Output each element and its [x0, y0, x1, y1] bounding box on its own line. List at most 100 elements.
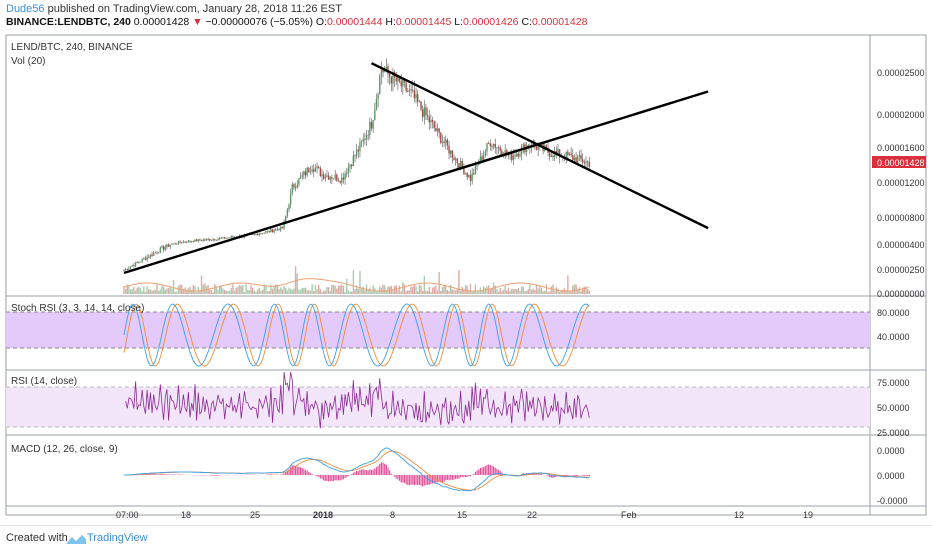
volume-bar — [382, 285, 383, 294]
volume-bar — [145, 292, 146, 294]
candle — [389, 74, 390, 77]
macd-hist-bar — [307, 471, 308, 475]
macd-hist-bar — [148, 474, 149, 475]
candle — [333, 179, 334, 180]
volume-bar — [170, 286, 171, 294]
volume-bar — [328, 287, 329, 294]
candle — [323, 174, 324, 178]
candle — [589, 162, 590, 167]
macd-hist-bar — [295, 466, 296, 475]
candle — [191, 241, 192, 242]
volume-bar — [425, 290, 426, 294]
volume-bar — [440, 291, 441, 294]
macd-hist-bar — [310, 473, 311, 475]
volume-bar — [580, 291, 581, 294]
macd-hist-bar — [371, 470, 372, 475]
candle — [262, 233, 263, 234]
volume-bar — [475, 284, 476, 294]
volume-bar — [448, 291, 449, 294]
macd-hist-bar — [468, 475, 469, 476]
macd-hist-bar — [282, 474, 283, 475]
time-tick: 25 — [250, 510, 260, 520]
candle — [369, 122, 370, 135]
volume-bar — [415, 286, 416, 294]
volume-bar — [244, 292, 245, 294]
candle — [264, 233, 265, 234]
candle — [585, 161, 586, 163]
candle — [146, 257, 147, 260]
volume-bar — [485, 288, 486, 294]
candle — [302, 175, 303, 177]
volume-bar — [135, 291, 136, 294]
macd-hist-bar — [539, 474, 540, 475]
volume-bar — [504, 286, 505, 294]
macd-hist-bar — [399, 475, 400, 481]
macd-hist-bar — [163, 474, 164, 475]
macd-hist-bar — [445, 475, 446, 480]
volume-bar — [409, 290, 410, 294]
volume-bar — [559, 292, 560, 294]
volume-bar — [320, 289, 321, 294]
volume-bar — [239, 285, 240, 294]
candle — [160, 247, 161, 252]
volume-bar — [300, 289, 301, 294]
tradingview-link[interactable]: TradingView — [87, 532, 148, 544]
macd-hist-bar — [500, 471, 501, 475]
macd-hist-bar — [397, 475, 398, 479]
volume-bar — [547, 292, 548, 294]
macd-hist-bar — [280, 474, 281, 475]
volume-bar — [556, 287, 557, 294]
volume-bar — [503, 290, 504, 294]
volume-bar — [450, 285, 451, 294]
volume-bar — [273, 286, 274, 294]
volume-bar — [305, 288, 306, 294]
candle — [255, 234, 256, 235]
macd-hist-bar — [338, 475, 339, 480]
volume-bar — [354, 289, 355, 294]
volume-bar — [333, 285, 334, 294]
candle — [438, 128, 439, 132]
candle — [549, 153, 550, 157]
candle — [315, 168, 316, 172]
candle — [267, 231, 268, 232]
volume-bar — [168, 288, 169, 294]
macd-hist-bar — [331, 475, 332, 481]
rsi-tick: 75.0000 — [877, 378, 910, 388]
candle — [295, 187, 296, 188]
volume-bar — [237, 287, 238, 294]
price-tick: 0.00001600 — [877, 143, 925, 153]
macd-hist-bar — [458, 475, 459, 479]
macd-hist-bar — [453, 475, 454, 480]
macd-hist-bar — [419, 475, 420, 485]
volume-bar — [526, 291, 527, 294]
candle — [407, 91, 408, 92]
rsi-tick: 50.0000 — [877, 403, 910, 413]
price-tick: 0.00000250 — [877, 265, 925, 275]
volume-bar — [217, 290, 218, 294]
candle — [467, 173, 468, 177]
candle — [498, 147, 499, 148]
volume-bar — [394, 286, 395, 294]
candle — [537, 146, 538, 150]
candle — [359, 142, 360, 151]
volume-bar — [429, 287, 430, 294]
macd-hist-bar — [480, 468, 481, 475]
volume-bar — [250, 285, 251, 294]
candle — [468, 175, 469, 177]
macd-hist-bar — [356, 471, 357, 475]
volume-bar — [143, 287, 144, 294]
candle — [368, 135, 369, 136]
volume-bar — [506, 290, 507, 294]
candle — [445, 140, 446, 143]
macd-tick: 0.0000 — [877, 471, 905, 481]
macd-hist-bar — [386, 465, 387, 475]
volume-bar — [524, 291, 525, 294]
candle — [326, 175, 327, 177]
macd-hist-bar — [381, 462, 382, 475]
candle — [500, 147, 501, 150]
candle — [437, 128, 438, 131]
volume-bar — [496, 289, 497, 294]
candle — [186, 242, 187, 243]
volume-bar — [470, 284, 471, 294]
